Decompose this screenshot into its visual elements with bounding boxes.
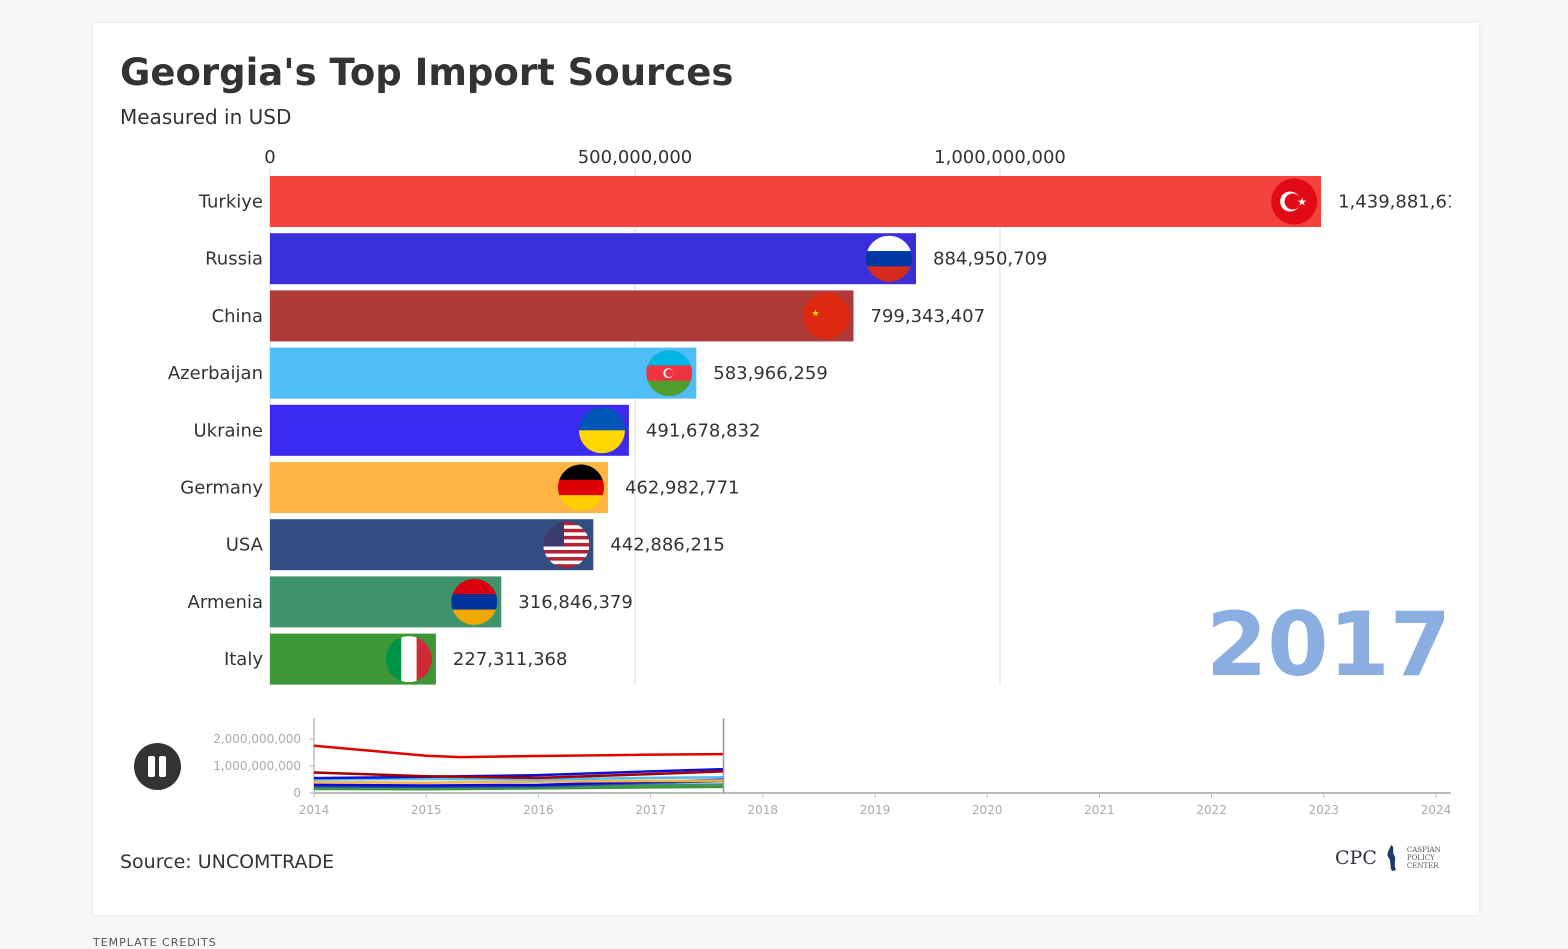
value-label: 1,439,881,617 — [1338, 192, 1470, 213]
pause-button[interactable] — [134, 743, 181, 790]
svg-text:★: ★ — [1297, 196, 1307, 209]
x-tick-label: 2016 — [523, 803, 554, 817]
bar-row: Ukraine 491,678,832 — [193, 404, 761, 456]
china-flag-icon: ★ — [803, 292, 850, 339]
series-line — [313, 775, 724, 781]
bar-row: Turkiye ★ 1,439,881,617 — [198, 176, 1470, 227]
bar — [270, 519, 594, 571]
x-tick-label: 2023 — [1309, 803, 1340, 817]
value-label: 227,311,368 — [453, 649, 568, 670]
bar-row: Germany 462,982,771 — [180, 462, 739, 513]
russia-flag-icon — [866, 235, 913, 282]
caspian-map-icon — [1387, 845, 1396, 871]
y-tick-label: 0 — [293, 786, 301, 800]
turkiye-flag-icon: ★ — [1271, 178, 1318, 225]
x-tick-label: 500,000,000 — [578, 147, 693, 168]
bar-row: USA 442,886,215 — [226, 519, 725, 571]
x-tick-label: 2014 — [299, 803, 330, 817]
germany-flag-icon — [557, 464, 604, 511]
category-label: Russia — [205, 249, 263, 270]
category-label: Turkiye — [198, 192, 263, 213]
italy-flag-icon — [385, 636, 432, 683]
usa-flag-icon — [543, 521, 590, 568]
series-line — [313, 779, 724, 784]
bar-chart: 0 500,000,000 1,000,000,000 Turkiye ★ 1,439,8… — [168, 147, 1470, 817]
category-label: Germany — [180, 478, 263, 499]
chart-card: Georgia's Top Import Sources Measured in… — [93, 23, 1479, 915]
bar — [270, 233, 917, 285]
logo-line: CENTER — [1406, 862, 1439, 870]
x-tick-label: 2021 — [1084, 803, 1115, 817]
x-tick-label: 0 — [264, 147, 275, 168]
value-label: 316,846,379 — [518, 592, 633, 613]
value-label: 583,966,259 — [713, 363, 828, 384]
category-label: Ukraine — [193, 420, 263, 441]
bar-row: Azerbaijan 583,966,259 — [168, 347, 828, 399]
value-label: 884,950,709 — [933, 249, 1048, 270]
value-label: 462,982,771 — [625, 478, 740, 499]
bar — [270, 404, 629, 456]
series-line — [313, 767, 724, 780]
bar-row: Russia 884,950,709 — [205, 233, 1048, 285]
x-tick-label: 2020 — [972, 803, 1003, 817]
y-tick-label: 1,000,000,000 — [213, 759, 301, 773]
category-label: USA — [226, 535, 264, 556]
bar — [270, 347, 697, 399]
series-line — [313, 770, 724, 780]
armenia-flag-icon — [451, 578, 498, 625]
bar — [270, 462, 608, 513]
bar — [270, 290, 854, 342]
y-tick-label: 2,000,000,000 — [213, 732, 301, 746]
category-label: China — [212, 306, 263, 327]
svg-text:★: ★ — [812, 309, 820, 319]
subtitle: Measured in USD — [120, 105, 292, 129]
logo-text: CPC — [1335, 847, 1377, 869]
logo-line: POLICY — [1406, 854, 1435, 862]
x-tick-label: 2018 — [748, 803, 779, 817]
x-tick-label: 2024 — [1421, 803, 1452, 817]
ukraine-flag-icon — [578, 407, 625, 454]
x-tick-label: 2022 — [1196, 803, 1227, 817]
year-label: 2017 — [1206, 593, 1451, 696]
category-label: Armenia — [188, 592, 263, 613]
value-label: 799,343,407 — [871, 306, 986, 327]
bar-row: China ★ 799,343,407 — [212, 290, 986, 342]
source-note: Source: UNCOMTRADE — [120, 851, 335, 873]
x-tick-label: 2017 — [635, 803, 666, 817]
x-tick-label: 2019 — [860, 803, 891, 817]
bar-row: Italy 227,311,368 — [224, 633, 568, 685]
cpc-logo: CPC CASPIAN POLICY CENTER — [1335, 843, 1441, 873]
value-label: 491,678,832 — [646, 420, 761, 441]
page-title: Georgia's Top Import Sources — [120, 51, 734, 94]
category-label: Azerbaijan — [168, 363, 263, 384]
logo-line: CASPIAN — [1406, 846, 1441, 854]
x-tick-label: 2015 — [411, 803, 442, 817]
bar — [270, 176, 1322, 227]
azerbaijan-flag-icon — [646, 350, 693, 397]
x-tick-label: 1,000,000,000 — [934, 147, 1066, 168]
series-line — [313, 744, 724, 759]
category-label: Italy — [224, 649, 263, 670]
value-label: 442,886,215 — [610, 535, 725, 556]
template-credits-link[interactable]: TEMPLATE CREDITS — [93, 936, 217, 949]
bar-row: Armenia 316,846,379 — [188, 576, 633, 628]
